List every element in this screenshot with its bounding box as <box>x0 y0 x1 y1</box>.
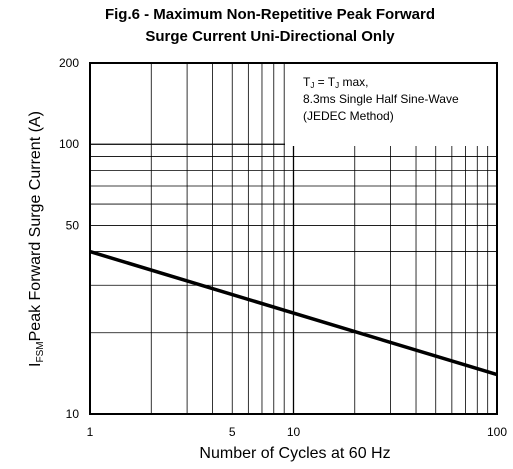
x-tick-label: 100 <box>487 425 507 439</box>
chart-title-line-2: Surge Current Uni-Directional Only <box>145 28 395 45</box>
x-axis-label: Number of Cycles at 60 Hz <box>199 445 391 462</box>
chart-title-line-1: Fig.6 - Maximum Non-Repetitive Peak Forw… <box>104 6 436 23</box>
y-axis-label: IFSMPeak Forward Surge Current (A) <box>27 111 46 367</box>
annotation-line-1: TJ = TJ max, <box>303 75 369 90</box>
annotation-line-3: (JEDEC Method) <box>303 109 394 123</box>
x-tick-label: 5 <box>229 425 236 439</box>
y-tick-label: 100 <box>59 137 79 151</box>
x-tick-label: 10 <box>287 425 301 439</box>
y-tick-label: 200 <box>59 56 79 70</box>
plot-frame <box>89 62 498 415</box>
y-tick-label: 50 <box>66 218 80 232</box>
annotation-line-2: 8.3ms Single Half Sine-Wave <box>303 92 459 106</box>
surge-current-curve <box>89 249 498 377</box>
y-tick-label: 10 <box>66 407 80 421</box>
x-tick-label: 1 <box>87 425 94 439</box>
